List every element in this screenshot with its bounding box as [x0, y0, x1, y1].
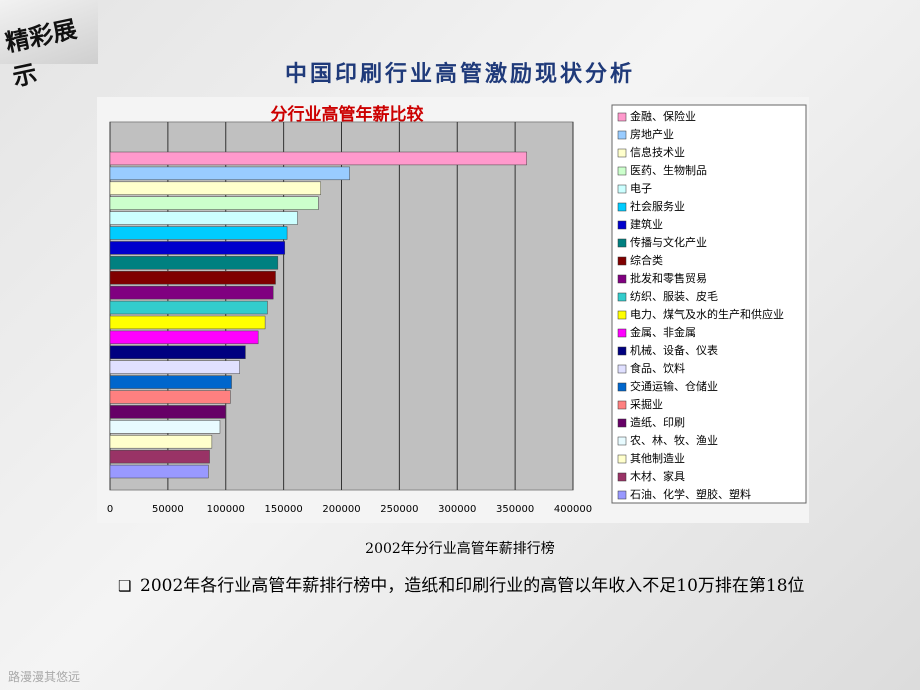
legend-label: 医药、生物制品 [630, 163, 707, 177]
legend-swatch [617, 436, 627, 446]
x-tick-label: 100000 [207, 504, 245, 515]
legend-label: 社会服务业 [630, 199, 685, 213]
legend-label: 采掘业 [630, 397, 663, 411]
legend-label: 机械、设备、仪表 [630, 343, 718, 357]
legend-label: 石油、化学、塑胶、塑料 [630, 487, 751, 501]
bar [109, 211, 298, 225]
bar [109, 181, 321, 195]
x-tick-label: 300000 [438, 504, 476, 515]
chart-title: 分行业高管年薪比较 [271, 104, 424, 125]
legend-swatch [617, 166, 627, 176]
bar [109, 330, 259, 345]
bar [109, 151, 527, 166]
legend-label: 综合类 [630, 253, 663, 267]
bar [109, 300, 268, 315]
badge: 精彩展示 [0, 0, 98, 92]
legend-swatch [617, 220, 627, 230]
legend-label: 造纸、印刷 [630, 415, 685, 429]
x-tick-label: 200000 [322, 504, 360, 515]
x-tick-label: 250000 [380, 504, 418, 515]
bar [109, 256, 279, 270]
legend-label: 批发和零售贸易 [630, 271, 707, 285]
legend-swatch [617, 184, 627, 194]
legend-swatch [617, 382, 627, 392]
legend-swatch [617, 112, 627, 122]
x-tick-label: 50000 [152, 504, 184, 515]
bar [109, 166, 350, 181]
legend-swatch [617, 292, 627, 302]
legend-label: 金属、非金属 [630, 325, 696, 339]
legend-label: 建筑业 [630, 217, 663, 231]
legend-swatch [617, 328, 627, 338]
chart: 分行业高管年薪比较 0 50000 100000 150000 200000 250000… [97, 97, 809, 523]
legend-swatch [617, 400, 627, 410]
bar [109, 435, 213, 449]
legend-label: 交通运输、仓储业 [630, 379, 718, 393]
legend-swatch [617, 202, 627, 212]
bar [109, 196, 319, 210]
legend-label: 房地产业 [630, 127, 674, 141]
legend-label: 电子 [630, 182, 652, 195]
legend-label: 传播与文化产业 [630, 235, 707, 249]
legend-swatch [617, 256, 627, 266]
legend-swatch [617, 346, 627, 356]
bar [109, 464, 209, 479]
x-tick-label: 350000 [496, 504, 534, 515]
bullet: 2002年各行业高管年薪排行榜中，造纸和印刷行业的高管以年收入不足10万排在第1… [118, 574, 830, 598]
legend-label: 木材、家具 [630, 469, 685, 483]
bar [109, 405, 226, 419]
legend-label: 金融、保险业 [630, 109, 696, 123]
legend-label: 食品、饮料 [630, 361, 685, 375]
legend-label: 纺织、服装、皮毛 [630, 289, 718, 303]
legend-swatch [617, 130, 627, 140]
bar [109, 285, 274, 300]
legend-label: 农、林、牧、渔业 [630, 433, 718, 447]
legend-swatch [617, 274, 627, 284]
legend-swatch [617, 310, 627, 320]
x-tick-label: 150000 [265, 504, 303, 515]
bar [109, 375, 232, 389]
bar [109, 271, 276, 285]
legend-swatch [617, 364, 627, 374]
legend-box [611, 104, 807, 504]
legend-swatch [617, 238, 627, 248]
slide-title: 中国印刷行业高管激励现状分析 [284, 61, 635, 87]
bar [109, 449, 210, 464]
bar [109, 315, 266, 330]
legend-swatch [617, 148, 627, 158]
legend-swatch [617, 490, 627, 500]
bar [109, 241, 286, 255]
bar [109, 226, 288, 240]
legend-label: 信息技术业 [630, 145, 685, 159]
bar [109, 390, 231, 404]
caption: 2002年分行业高管年薪排行榜 [365, 541, 555, 557]
bar [109, 420, 221, 434]
legend-swatch [617, 472, 627, 482]
legend-label: 电力、煤气及水的生产和供应业 [630, 307, 784, 321]
bar [109, 360, 240, 374]
footer: 路漫漫其悠远 [8, 670, 81, 684]
legend-swatch [617, 418, 627, 428]
x-tick-label: 400000 [554, 504, 592, 515]
legend-swatch [617, 454, 627, 464]
legend-label: 其他制造业 [630, 451, 685, 465]
bar [109, 345, 246, 359]
x-tick-label: 0 [107, 504, 113, 515]
